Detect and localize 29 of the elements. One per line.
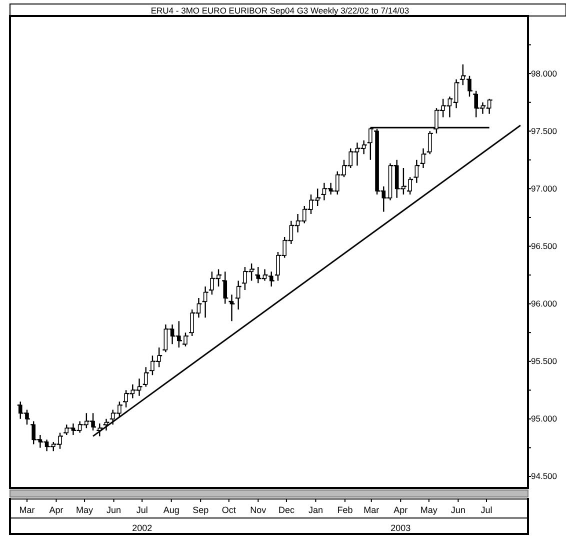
x-tick-label: Apr <box>394 505 408 516</box>
y-tick-label: 98.000 <box>531 68 558 78</box>
y-tick-label: 96.500 <box>531 240 558 251</box>
x-tick-label: Oct <box>222 505 236 516</box>
y-tick-label: 96.000 <box>531 298 558 309</box>
x-tick-label: May <box>420 505 438 516</box>
y-tick-label: 95.500 <box>531 356 558 366</box>
x2-tick-label: 2002 <box>132 522 152 533</box>
x-tick-label: Apr <box>49 505 64 516</box>
chart-title: ERU4 - 3MO EURO EURIBOR Sep04 G3 Weekly 3/22/02 to 7/14/03 <box>150 6 410 16</box>
x-tick-label: Aug <box>163 505 180 516</box>
x-tick-label: Jul <box>480 505 492 516</box>
x-tick-label: Jan <box>308 505 323 516</box>
y-tick-label: 97.500 <box>531 126 558 136</box>
x2-tick-label: 2003 <box>390 522 411 533</box>
x-tick-label: Jul <box>136 505 148 516</box>
x-tick-label: Jun <box>106 505 122 516</box>
y-tick-label: 95.000 <box>531 414 558 424</box>
x-tick-label: Jun <box>450 505 466 516</box>
x-tick-label: Mar <box>364 505 380 516</box>
x-tick-label: Nov <box>250 505 267 516</box>
x-tick-label: May <box>76 505 94 516</box>
x-tick-label: Mar <box>19 505 35 516</box>
x-tick-label: Sep <box>192 505 209 516</box>
x-tick-label: Feb <box>337 505 353 516</box>
x-tick-label: Dec <box>278 505 295 516</box>
y-tick-label: 94.500 <box>531 471 558 482</box>
y-tick-label: 97.000 <box>531 183 558 194</box>
candlestick <box>388 162 392 201</box>
